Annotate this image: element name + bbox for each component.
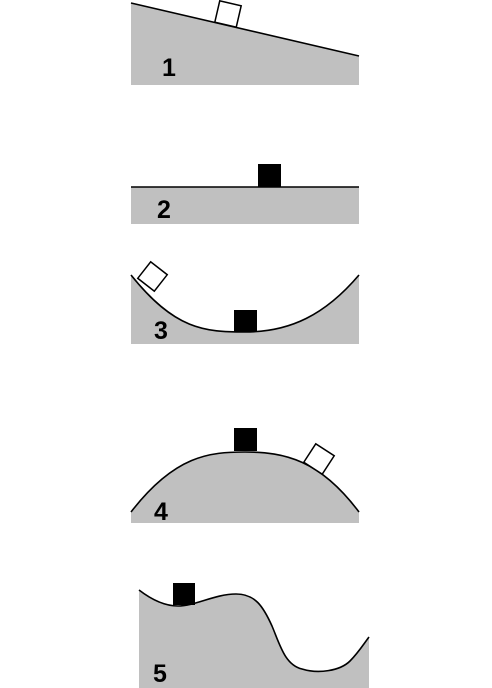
panel-5-surface — [138, 589, 370, 673]
panel-3-dark-block — [234, 310, 257, 332]
panel-3-valley: 3 — [130, 260, 360, 345]
panel-1-ground — [131, 3, 359, 85]
panel-1-incline: 1 — [130, 0, 360, 85]
panel-4-hill: 4 — [130, 428, 360, 526]
panel-2-ground — [131, 187, 359, 224]
panel-2-dark-block — [258, 164, 281, 187]
panel-4-dark-block — [234, 428, 257, 451]
panel-1-label: 1 — [162, 54, 176, 82]
panel-1-surface — [130, 2, 360, 57]
panel-5-dark-block — [173, 583, 195, 605]
panel-5-label: 5 — [153, 660, 167, 688]
panel-4-surface — [130, 451, 360, 513]
panel-4-ground — [131, 452, 359, 523]
panel-2-label: 2 — [157, 196, 171, 224]
panel-2-flat: 2 — [131, 164, 359, 224]
panel-3-ground — [131, 275, 359, 344]
panel-3-label: 3 — [154, 317, 168, 345]
panel-4-label: 4 — [154, 498, 168, 526]
panel-5-ground — [139, 590, 369, 688]
panel-3-light-block — [136, 260, 169, 293]
panel-5-wavy: 5 — [138, 583, 370, 688]
panel-4-light-block — [302, 442, 336, 476]
panel-1-light-block — [213, 0, 243, 29]
